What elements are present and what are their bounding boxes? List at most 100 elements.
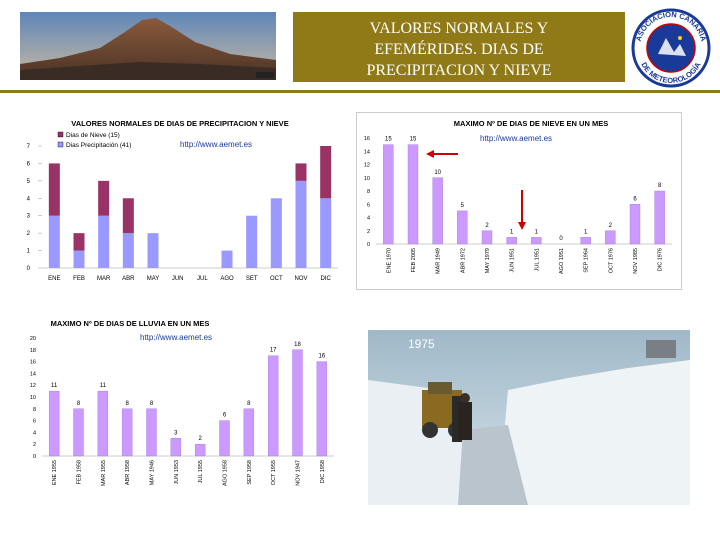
data-label: 11 — [100, 383, 107, 389]
y-tick-label: 2 — [27, 231, 31, 237]
bar-snow — [122, 198, 134, 234]
bar — [73, 408, 84, 457]
y-tick-label: 2 — [367, 229, 370, 235]
y-tick-label: 3 — [27, 214, 31, 220]
watermark-url: http://www.aemet.es — [140, 333, 212, 342]
bar — [506, 237, 517, 245]
bar — [292, 349, 303, 457]
chart-normal-days: VALORES NORMALES DE DIAS DE PRECIPITACIO… — [27, 119, 338, 282]
bar-precip — [221, 250, 233, 268]
x-tick-label: MAY — [147, 276, 160, 282]
y-tick-label: 6 — [33, 419, 36, 425]
x-tick-label: DIC 1976 — [658, 248, 664, 271]
bar — [481, 230, 493, 245]
data-label: 5 — [461, 203, 465, 209]
data-label: 1 — [584, 229, 588, 235]
x-tick-label: MAY 1946 — [150, 460, 156, 485]
bar — [48, 390, 60, 457]
data-label: 3 — [174, 430, 178, 436]
bar — [531, 237, 542, 245]
x-tick-label: ABR 1958 — [125, 460, 131, 485]
x-tick-label: ENE — [48, 276, 60, 282]
title-line-3: PRECIPITACION Y NIEVE — [366, 62, 552, 79]
bar — [97, 390, 109, 457]
y-tick-label: 1 — [27, 249, 31, 255]
y-tick-label: 10 — [30, 395, 36, 401]
y-tick-label: 8 — [367, 189, 370, 195]
data-label: 6 — [633, 196, 637, 202]
chart-max-snow-days: MAXIMO Nº DE DIAS DE NIEVE EN UN MES http… — [356, 112, 682, 290]
watermark-url: http://www.aemet.es — [480, 134, 552, 143]
data-label: 8 — [658, 183, 662, 189]
data-label: 17 — [270, 348, 277, 354]
bar — [146, 408, 157, 457]
data-label: 1 — [510, 229, 514, 235]
legend-swatch-0 — [57, 131, 64, 138]
data-label: 6 — [223, 413, 227, 419]
y-tick-label: 4 — [367, 216, 370, 222]
x-tick-label: JUL — [197, 276, 208, 282]
y-tick-label: 16 — [364, 136, 370, 142]
title-line-1: VALORES NORMALES Y — [369, 20, 549, 37]
x-tick-label: JUL 1951 — [534, 248, 540, 271]
volcano-photo — [20, 12, 276, 80]
data-label: 8 — [77, 401, 81, 407]
x-tick-label: MAR — [97, 276, 111, 282]
x-tick-label: MAR 1955 — [101, 460, 107, 486]
association-logo: ASOCIACIÓN CANARIA DE METEOROLOGÍA — [628, 8, 714, 88]
x-tick-label: MAR 1949 — [436, 248, 442, 274]
bar — [267, 355, 279, 457]
bar — [170, 438, 182, 457]
data-label: 10 — [434, 170, 441, 176]
y-tick-label: 16 — [30, 360, 36, 366]
chart-title: MAXIMO Nº DE DIAS DE LLUVIA EN UN MES — [51, 319, 210, 328]
x-tick-label: OCT — [270, 276, 283, 282]
y-tick-label: 20 — [30, 336, 36, 342]
bar-precip — [73, 250, 85, 268]
data-label: 2 — [609, 223, 613, 229]
y-tick-label: 6 — [367, 202, 370, 208]
bar-precip — [98, 215, 110, 268]
x-tick-label: NOV — [294, 276, 307, 282]
x-tick-label: AGO — [220, 276, 234, 282]
y-tick-label: 12 — [364, 163, 370, 169]
bar — [316, 361, 328, 457]
x-tick-label: JUN 1953 — [174, 460, 180, 484]
y-tick-label: 4 — [33, 430, 36, 436]
bar-precip — [320, 198, 332, 268]
chart-max-rain-days: MAXIMO Nº DE DIAS DE LLUVIA EN UN MES htt… — [30, 319, 334, 486]
y-tick-label: 12 — [30, 383, 36, 389]
slide-title: VALORES NORMALES Y EFEMÉRIDES. DIAS DE P… — [293, 12, 625, 82]
data-label: 15 — [385, 137, 392, 143]
x-tick-label: SEP 1964 — [584, 248, 590, 273]
y-tick-label: 0 — [367, 242, 370, 248]
x-tick-label: FEB 1958 — [77, 460, 83, 484]
x-tick-label: NOV 1985 — [633, 248, 639, 274]
x-tick-label: OCT 1955 — [271, 460, 277, 485]
x-tick-label: AGO 1951 — [559, 248, 565, 274]
bar-snow — [48, 163, 60, 216]
y-tick-label: 5 — [27, 179, 31, 185]
bar — [605, 230, 616, 245]
bar — [432, 177, 443, 245]
y-tick-label: 4 — [27, 196, 31, 202]
bar — [654, 190, 665, 245]
data-label: 1 — [535, 229, 539, 235]
bar — [457, 210, 468, 245]
bar — [407, 144, 419, 245]
legend-swatch-1 — [57, 141, 64, 148]
chart-title: VALORES NORMALES DE DIAS DE PRECIPITACIO… — [71, 119, 288, 128]
bar-precip — [246, 215, 258, 268]
x-tick-label: SEP 1958 — [247, 460, 253, 485]
bar-snow — [73, 233, 85, 251]
y-tick-label: 10 — [364, 176, 370, 182]
snow-photo: 1975 — [368, 330, 690, 505]
bar — [194, 443, 206, 457]
x-tick-label: MAY 1979 — [485, 248, 491, 273]
data-label: 2 — [485, 223, 489, 229]
x-tick-label: SET — [246, 276, 258, 282]
photo-year-label: 1975 — [408, 337, 435, 351]
y-tick-label: 8 — [33, 407, 36, 413]
bar-snow — [295, 163, 307, 181]
bar-snow — [320, 146, 332, 199]
